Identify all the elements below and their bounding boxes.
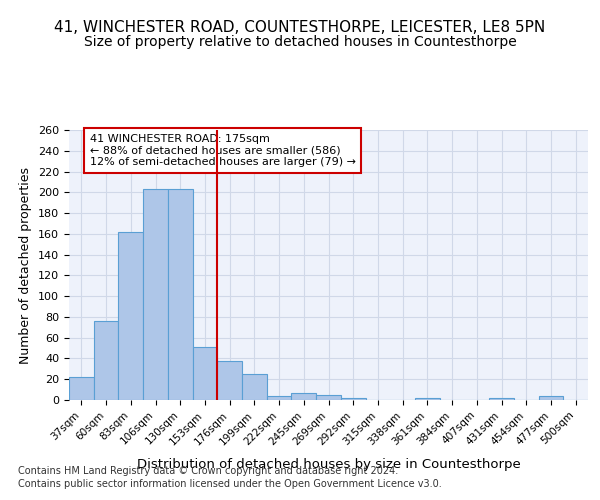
Bar (143, 189, 168, 400)
Text: 41 WINCHESTER ROAD: 175sqm
← 88% of detached houses are smaller (586)
12% of sem: 41 WINCHESTER ROAD: 175sqm ← 88% of deta… (90, 134, 356, 167)
X-axis label: Distribution of detached houses by size in Countesthorpe: Distribution of detached houses by size … (137, 458, 520, 470)
Bar (242, 374, 267, 400)
Bar (415, 398, 440, 400)
Bar (193, 347, 217, 400)
Bar (217, 360, 242, 400)
Bar (341, 398, 365, 400)
Bar (489, 398, 514, 400)
Bar (539, 396, 563, 400)
Bar (69, 377, 94, 400)
Text: 41, WINCHESTER ROAD, COUNTESTHORPE, LEICESTER, LE8 5PN: 41, WINCHESTER ROAD, COUNTESTHORPE, LEIC… (55, 20, 545, 35)
Text: Contains public sector information licensed under the Open Government Licence v3: Contains public sector information licen… (18, 479, 442, 489)
Bar (168, 189, 193, 400)
Bar (267, 396, 292, 400)
Bar (118, 232, 143, 400)
Text: Size of property relative to detached houses in Countesthorpe: Size of property relative to detached ho… (83, 35, 517, 49)
Bar (316, 395, 341, 400)
Text: Contains HM Land Registry data © Crown copyright and database right 2024.: Contains HM Land Registry data © Crown c… (18, 466, 398, 476)
Y-axis label: Number of detached properties: Number of detached properties (19, 166, 32, 364)
Bar (94, 321, 118, 400)
Bar (292, 392, 316, 400)
